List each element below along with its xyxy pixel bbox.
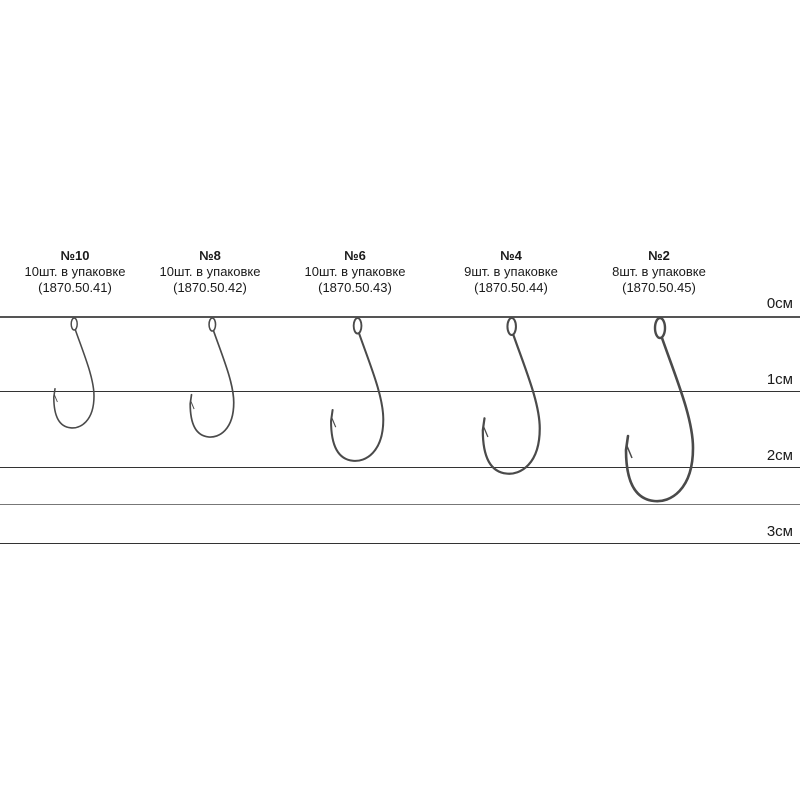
- hook-6-image: [330, 316, 385, 462]
- hook-label-4: №4 9шт. в упаковке (1870.50.44): [436, 248, 586, 296]
- scale-label-1: 1см: [766, 371, 793, 388]
- scale-line-3: [0, 543, 800, 544]
- hook-quantity: 10шт. в упаковке: [24, 264, 126, 279]
- hook-label-6: №6 10шт. в упаковке (1870.50.43): [280, 248, 430, 296]
- scale-line-extra: [0, 504, 800, 505]
- hook-number: №2: [648, 248, 670, 263]
- hook-number: №6: [344, 248, 366, 263]
- hook-code: (1870.50.41): [38, 280, 112, 295]
- hook-code: (1870.50.45): [622, 280, 696, 295]
- hook-code: (1870.50.43): [318, 280, 392, 295]
- scale-label-3: 3см: [766, 523, 793, 540]
- scale-line-2: [0, 467, 800, 468]
- hook-number: №10: [60, 248, 90, 263]
- hook-code: (1870.50.42): [173, 280, 247, 295]
- scale-label-0: 0см: [766, 295, 793, 312]
- hook-quantity: 8шт. в упаковке: [612, 264, 706, 279]
- hook-number: №8: [199, 248, 221, 263]
- hook-code: (1870.50.44): [474, 280, 548, 295]
- hook-label-2: №2 8шт. в упаковке (1870.50.45): [584, 248, 734, 296]
- hook-8-image: [189, 317, 235, 438]
- hook-quantity: 10шт. в упаковке: [159, 264, 261, 279]
- hook-label-10: №10 10шт. в упаковке (1870.50.41): [0, 248, 150, 296]
- hook-2-image: [624, 316, 695, 503]
- hook-quantity: 10шт. в упаковке: [304, 264, 406, 279]
- hook-10-image: [53, 317, 95, 429]
- hook-quantity: 9шт. в упаковке: [464, 264, 558, 279]
- hook-4-image: [481, 316, 541, 475]
- scale-line-1: [0, 391, 800, 392]
- scale-line-0: [0, 316, 800, 318]
- hook-number: №4: [500, 248, 522, 263]
- hook-label-8: №8 10шт. в упаковке (1870.50.42): [135, 248, 285, 296]
- scale-label-2: 2см: [766, 447, 793, 464]
